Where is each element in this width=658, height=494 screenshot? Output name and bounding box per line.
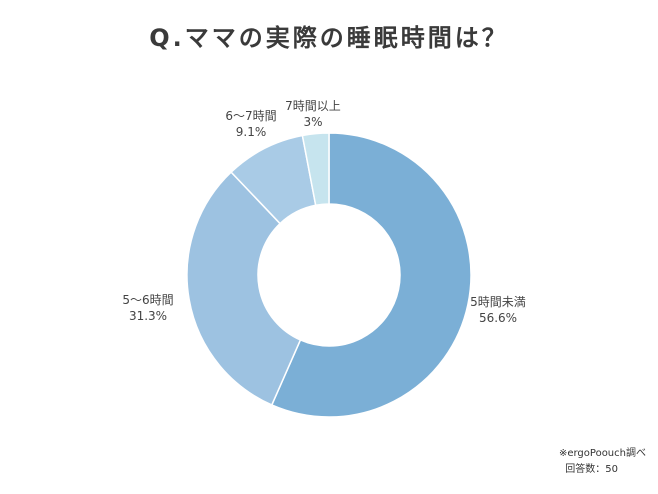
slice-category-label: 6～7時間 xyxy=(225,109,276,123)
respondents-note: 回答数：50 xyxy=(565,464,618,475)
slice-value-label: 9.1% xyxy=(236,125,267,139)
donut-slice xyxy=(186,171,302,406)
donut-slice xyxy=(270,132,472,418)
slice-labels: 5時間未満 56.6% 5～6時間 31.3% 6～7時間 9.1% 7時間以上 3% xyxy=(122,99,525,325)
chart-title: Q.ママの実際の睡眠時間は？ xyxy=(149,24,509,52)
slice-category-label: 5時間未満 xyxy=(470,295,526,309)
slice-value-label: 31.3% xyxy=(129,309,167,323)
source-note: ※ergoPoouch調べ xyxy=(558,448,646,459)
slice-value-label: 3% xyxy=(303,115,322,129)
donut-slice xyxy=(301,132,330,207)
slice-category-label: 7時間以上 xyxy=(285,99,341,113)
donut-slices xyxy=(186,132,472,418)
slice-category-label: 5～6時間 xyxy=(122,293,173,307)
slice-value-label: 56.6% xyxy=(479,311,517,325)
